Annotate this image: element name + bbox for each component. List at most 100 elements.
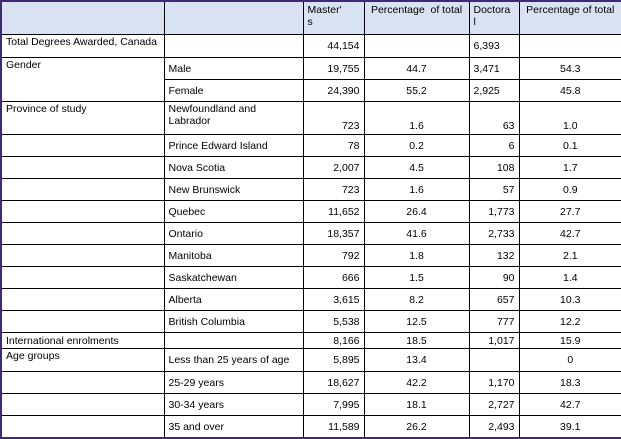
cell-doctoral-pct: 1.0 [518, 101, 621, 135]
header-doctoral: Doctora l [468, 0, 520, 35]
cell-doctoral-pct: 42.7 [518, 393, 621, 416]
table-row-2529: 25-29 years 18,627 42.2 1,170 18.3 [0, 371, 621, 394]
table-row-on: Ontario 18,357 41.6 2,733 42.7 [0, 222, 621, 245]
cell-doctoral: 2,727 [468, 393, 520, 416]
table-row-ab: Alberta 3,615 8.2 657 10.3 [0, 288, 621, 311]
cell-doctoral-pct: 18.3 [518, 371, 621, 394]
cell-blank [163, 34, 304, 58]
cell-masters: 5,538 [302, 310, 365, 333]
cell-masters-pct: 1.6 [363, 101, 470, 135]
table-row-total: Total Degrees Awarded, Canada 44,154 6,3… [0, 34, 621, 58]
table-row-3034: 30-34 years 7,995 18.1 2,727 42.7 [0, 393, 621, 416]
cell-doctoral-pct: 42.7 [518, 222, 621, 245]
cell-sub-label: British Columbia [163, 310, 304, 333]
cell-doctoral: 63 [468, 101, 520, 135]
header-masters: Master' s [302, 0, 365, 35]
cell-blank [518, 34, 621, 58]
cell-doctoral: 657 [468, 288, 520, 311]
table-row-lt25: Age groups Less than 25 years of age 5,8… [0, 348, 621, 372]
cell-doctoral [468, 348, 520, 372]
cell-masters-pct: 1.6 [363, 178, 470, 201]
table-row-sk: Saskatchewan 666 1.5 90 1.4 [0, 266, 621, 289]
cell-blank [0, 266, 165, 289]
cell-sub-label: Male [163, 57, 304, 80]
cell-masters-pct: 18.1 [363, 393, 470, 416]
cell-blank [163, 332, 304, 349]
cell-masters: 723 [302, 101, 365, 135]
cell-doctoral-pct: 0.1 [518, 134, 621, 157]
cell-masters: 666 [302, 266, 365, 289]
cell-blank [363, 34, 470, 58]
cell-doctoral-pct: 1.7 [518, 156, 621, 179]
cell-doctoral: 1,170 [468, 371, 520, 394]
cell-blank [0, 200, 165, 223]
cell-doctoral: 2,733 [468, 222, 520, 245]
cell-masters: 11,652 [302, 200, 365, 223]
cell-sub-label: Less than 25 years of age [163, 348, 304, 372]
cell-doctoral-pct: 15.9 [518, 332, 621, 349]
cell-blank [0, 371, 165, 394]
cell-masters: 78 [302, 134, 365, 157]
cell-masters-pct: 13.4 [363, 348, 470, 372]
table-row-ns: Nova Scotia 2,007 4.5 108 1.7 [0, 156, 621, 179]
cell-sub-label: Saskatchewan [163, 266, 304, 289]
cell-blank [0, 156, 165, 179]
cell-sub-label: New Brunswick [163, 178, 304, 201]
cell-masters-pct: 8.2 [363, 288, 470, 311]
cell-doctoral-pct: 12.2 [518, 310, 621, 333]
table-row-pei: Prince Edward Island 78 0.2 6 0.1 [0, 134, 621, 157]
cell-masters: 18,357 [302, 222, 365, 245]
cell-doctoral: 1,017 [468, 332, 520, 349]
cell-doctoral-pct: 54.3 [518, 57, 621, 80]
cell-masters: 792 [302, 244, 365, 267]
cell-masters: 7,995 [302, 393, 365, 416]
cell-masters: 44,154 [302, 34, 365, 58]
cell-sub-label: Quebec [163, 200, 304, 223]
table-header-row: Master' s Percentage of total Doctora l … [0, 0, 621, 35]
row-label: Age groups [0, 348, 165, 372]
cell-masters-pct: 4.5 [363, 156, 470, 179]
table-row-nl: Province of study Newfoundland and Labra… [0, 101, 621, 135]
cell-sub-label: Female [163, 79, 304, 102]
cell-blank [0, 393, 165, 416]
cell-masters-pct: 1.8 [363, 244, 470, 267]
cell-masters: 19,755 [302, 57, 365, 80]
cell-masters: 723 [302, 178, 365, 201]
cell-doctoral-pct: 0.9 [518, 178, 621, 201]
header-pct-doctoral: Percentage of total [518, 0, 621, 35]
cell-masters: 2,007 [302, 156, 365, 179]
cell-masters-pct: 55.2 [363, 79, 470, 102]
header-pct-masters: Percentage of total [363, 0, 470, 35]
cell-doctoral-pct: 45.8 [518, 79, 621, 102]
cell-masters-pct: 0.2 [363, 134, 470, 157]
table-row-bc: British Columbia 5,538 12.5 777 12.2 [0, 310, 621, 333]
cell-doctoral-pct: 1.4 [518, 266, 621, 289]
cell-doctoral-pct: 2.1 [518, 244, 621, 267]
row-label: International enrolments [0, 332, 165, 349]
table-row-intl: International enrolments 8,166 18.5 1,01… [0, 332, 621, 349]
cell-doctoral: 2,925 [468, 79, 520, 102]
cell-masters-pct: 26.4 [363, 200, 470, 223]
row-label: Total Degrees Awarded, Canada [0, 34, 165, 58]
cell-doctoral: 108 [468, 156, 520, 179]
cell-blank [0, 310, 165, 333]
table-row-35: 35 and over 11,589 26.2 2,493 39.1 [0, 415, 621, 439]
cell-doctoral: 6 [468, 134, 520, 157]
cell-blank [0, 288, 165, 311]
cell-blank [0, 222, 165, 245]
row-label: Gender [0, 57, 165, 102]
cell-sub-label: Prince Edward Island [163, 134, 304, 157]
header-blank-1 [0, 0, 165, 35]
cell-masters: 18,627 [302, 371, 365, 394]
cell-masters: 8,166 [302, 332, 365, 349]
cell-sub-label: 30-34 years [163, 393, 304, 416]
table-row-nb: New Brunswick 723 1.6 57 0.9 [0, 178, 621, 201]
cell-masters-pct: 18.5 [363, 332, 470, 349]
table-row-male: Gender Male 19,755 44.7 3,471 54.3 [0, 57, 621, 102]
header-blank-2 [163, 0, 304, 35]
cell-sub-label: Alberta [163, 288, 304, 311]
table-row-qc: Quebec 11,652 26.4 1,773 27.7 [0, 200, 621, 223]
cell-masters-pct: 12.5 [363, 310, 470, 333]
cell-sub-label: Ontario [163, 222, 304, 245]
